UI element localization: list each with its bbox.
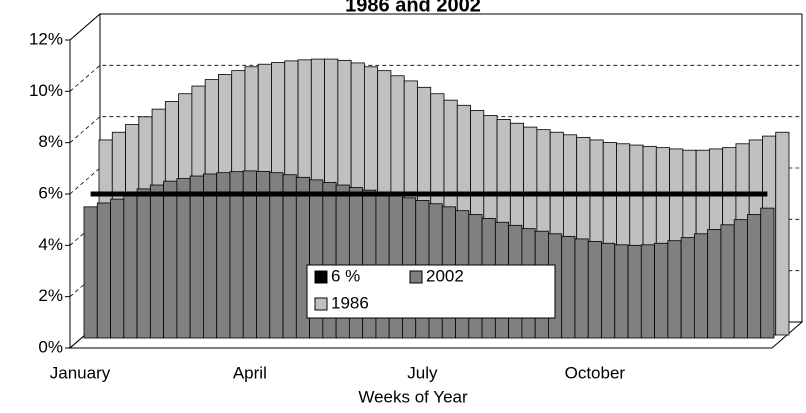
bar xyxy=(189,175,204,339)
legend-label: 2002 xyxy=(426,266,464,285)
legend-label: 6 % xyxy=(331,266,360,285)
bar xyxy=(587,241,602,339)
bar xyxy=(733,219,748,339)
bar xyxy=(83,206,98,339)
bar xyxy=(136,188,151,339)
bar xyxy=(282,174,297,339)
chart-title: 1986 and 2002 xyxy=(345,0,481,16)
bar xyxy=(747,214,762,339)
grid-line xyxy=(69,64,802,92)
bar xyxy=(163,180,178,339)
bar xyxy=(203,173,218,339)
x-tick-label: July xyxy=(407,363,438,382)
y-tick-label: 8% xyxy=(38,132,63,151)
bar xyxy=(574,238,589,339)
bar xyxy=(680,237,695,339)
bar xyxy=(667,240,682,339)
legend: 6 % 2002 1986 xyxy=(306,264,556,319)
bar xyxy=(720,224,735,339)
grid-line xyxy=(69,116,802,143)
bar xyxy=(707,229,722,339)
y-tick-label: 12% xyxy=(29,29,63,48)
y-tick-label: 6% xyxy=(38,183,63,202)
bar xyxy=(601,242,616,339)
bar xyxy=(110,198,125,339)
bar xyxy=(627,244,642,339)
x-tick-label: April xyxy=(233,363,267,382)
bar xyxy=(561,235,576,339)
legend-swatch xyxy=(314,270,328,284)
bar xyxy=(149,184,165,339)
x-tick-label: January xyxy=(50,363,111,382)
bar xyxy=(654,242,669,339)
bar xyxy=(176,178,191,339)
y-tick-label: 4% xyxy=(38,235,63,254)
bar xyxy=(216,172,231,339)
bar xyxy=(640,244,655,339)
x-tick-label: October xyxy=(565,363,626,382)
legend-swatch xyxy=(314,297,328,311)
bar xyxy=(693,233,709,339)
y-tick-label: 10% xyxy=(29,81,63,100)
bar xyxy=(269,172,284,339)
bar xyxy=(123,193,138,339)
y-tick-label: 2% xyxy=(38,286,63,305)
legend-swatch xyxy=(409,270,423,284)
bar xyxy=(775,131,790,336)
bar xyxy=(760,207,775,339)
bar xyxy=(614,244,629,339)
bar xyxy=(96,202,111,339)
legend-box xyxy=(306,264,556,319)
x-axis-title: Weeks of Year xyxy=(358,387,468,406)
bar xyxy=(229,171,244,339)
legend-label: 1986 xyxy=(331,293,369,312)
grid-line xyxy=(69,13,802,41)
y-tick-label: 0% xyxy=(38,337,63,356)
